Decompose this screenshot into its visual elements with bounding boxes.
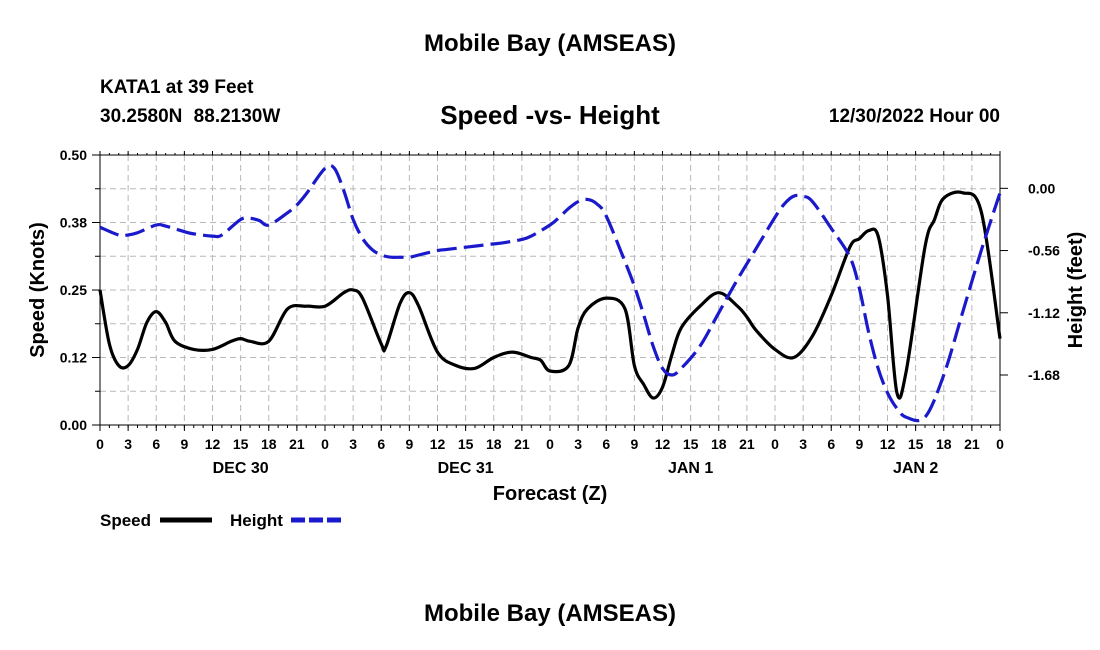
y2-tick-label: 0.00 — [1028, 180, 1055, 196]
legend-height-label: Height — [230, 511, 283, 530]
day-label: JAN 1 — [668, 460, 713, 477]
x-tick-label: 18 — [711, 436, 727, 452]
y2-tick-label: -1.12 — [1028, 305, 1060, 321]
y2-tick-label: -1.68 — [1028, 367, 1060, 383]
x-tick-label: 15 — [233, 436, 249, 452]
x-tick-label: 12 — [880, 436, 896, 452]
y-tick-label: 0.12 — [60, 350, 87, 366]
speed-series-line — [98, 190, 1002, 400]
x-tick-label: 18 — [261, 436, 277, 452]
page-title: Mobile Bay (AMSEAS) — [423, 30, 677, 57]
x-tick-label: 0 — [96, 436, 104, 452]
legend-speed-label: Speed — [100, 511, 151, 530]
y2-tick-label: -0.56 — [1028, 243, 1060, 259]
x-tick-label: 6 — [377, 436, 385, 452]
x-tick-label: 15 — [458, 436, 474, 452]
x-tick-label: 0 — [321, 436, 329, 452]
x-tick-label: 9 — [855, 436, 863, 452]
x-tick-label: 0 — [996, 436, 1004, 452]
y-tick-label: 0.25 — [60, 282, 87, 298]
second-page-title: Mobile Bay (AMSEAS) — [423, 600, 677, 627]
day-label: DEC 30 — [213, 460, 269, 477]
day-label: JAN 2 — [893, 460, 938, 477]
grid-lines — [100, 155, 1000, 425]
y-axis-title: Speed (Knots) — [27, 222, 49, 358]
x-tick-label: 18 — [936, 436, 952, 452]
x-tick-label: 9 — [180, 436, 188, 452]
legend: Speed Height — [100, 511, 343, 530]
forecast-date: 12/30/2022 Hour 00 — [828, 106, 1000, 127]
x-tick-label: 21 — [289, 436, 305, 452]
chart-title: Speed -vs- Height — [440, 100, 660, 130]
x-tick-label: 6 — [152, 436, 160, 452]
x-tick-label: 0 — [771, 436, 779, 452]
x-tick-label: 15 — [908, 436, 924, 452]
x-axis-title: Forecast (Z) — [493, 483, 607, 505]
series-lines — [98, 163, 1002, 423]
x-tick-label: 21 — [514, 436, 530, 452]
x-tick-label: 21 — [964, 436, 980, 452]
tick-labels: 0 3 6 9 12 15 18 21 0 3 6 9 12 15 18 21 0 3 6 9 12 15 18 21 0 3 6 9… — [60, 147, 1060, 477]
x-tick-label: 3 — [574, 436, 582, 452]
height-series-line — [99, 163, 1002, 423]
y-tick-label: 0.38 — [60, 215, 87, 231]
x-tick-label: 12 — [205, 436, 221, 452]
x-tick-label: 6 — [827, 436, 835, 452]
x-tick-label: 12 — [430, 436, 446, 452]
x-tick-label: 0 — [546, 436, 554, 452]
x-tick-label: 18 — [486, 436, 502, 452]
x-tick-label: 21 — [739, 436, 755, 452]
x-tick-label: 15 — [683, 436, 699, 452]
y2-axis-title: Height (feet) — [1065, 232, 1087, 349]
y-tick-label: 0.50 — [60, 147, 87, 163]
x-tick-label: 6 — [602, 436, 610, 452]
x-tick-label: 9 — [405, 436, 413, 452]
x-tick-label: 12 — [655, 436, 671, 452]
day-label: DEC 31 — [438, 460, 494, 477]
x-tick-label: 3 — [799, 436, 807, 452]
x-tick-label: 3 — [349, 436, 357, 452]
x-tick-label: 3 — [124, 436, 132, 452]
x-tick-label: 9 — [630, 436, 638, 452]
station-name: KATA1 at 39 Feet — [100, 77, 254, 98]
station-location: 30.2580N 88.2130W — [100, 106, 281, 127]
y-tick-label: 0.00 — [60, 417, 87, 433]
